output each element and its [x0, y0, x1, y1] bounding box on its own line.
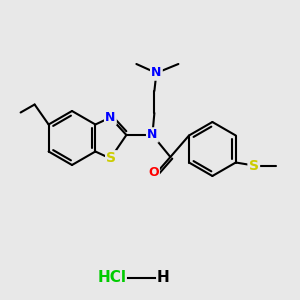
Text: N: N	[151, 67, 162, 80]
Text: S: S	[106, 152, 116, 166]
Text: HCl: HCl	[98, 271, 127, 286]
Text: H: H	[157, 271, 169, 286]
Text: S: S	[249, 158, 259, 172]
Text: N: N	[147, 128, 158, 142]
Text: O: O	[148, 166, 159, 178]
Text: N: N	[105, 111, 116, 124]
